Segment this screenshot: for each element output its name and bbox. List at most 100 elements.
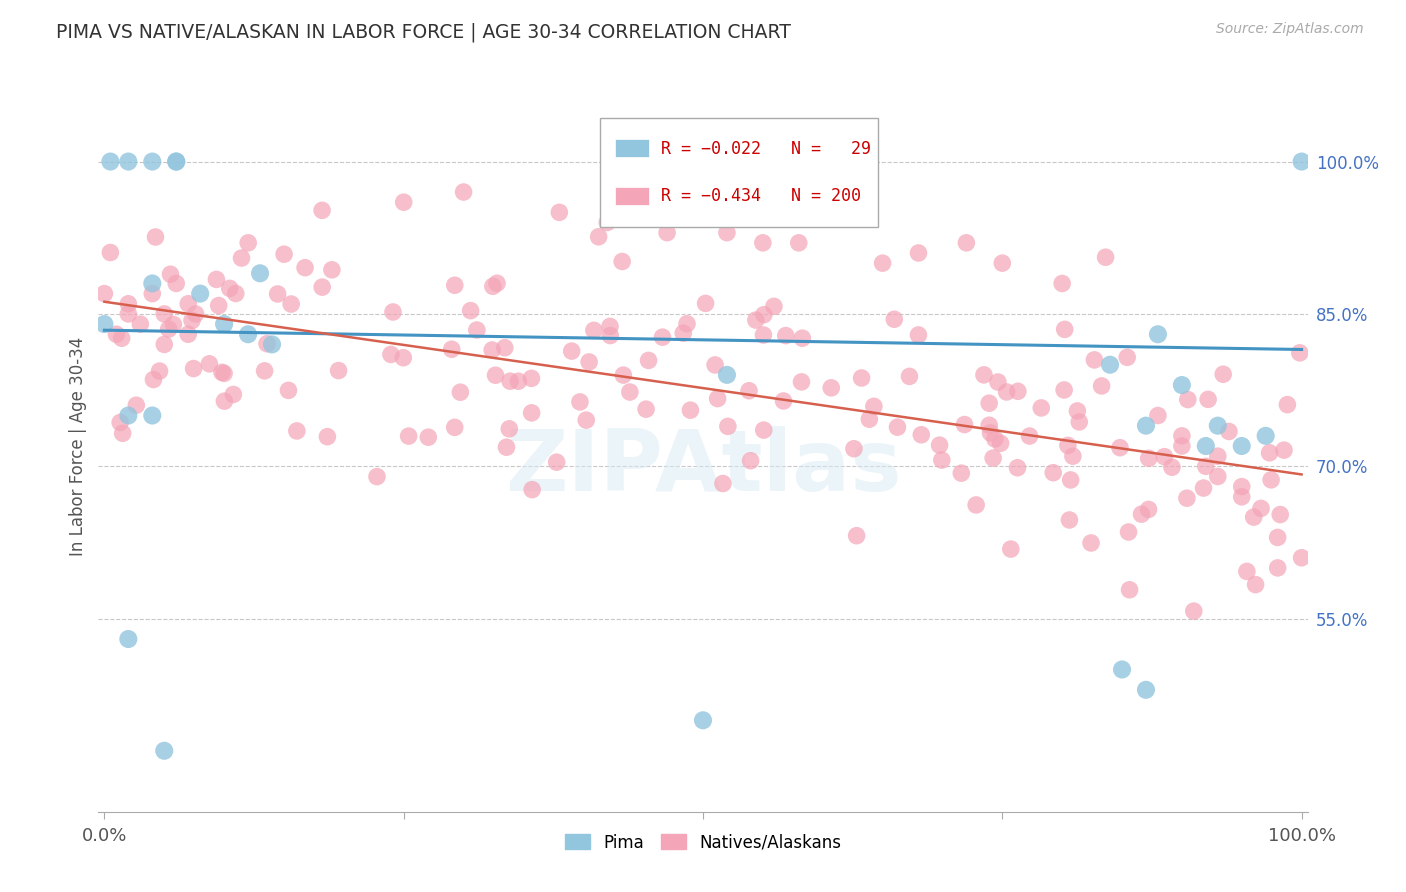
Point <box>762 299 785 313</box>
Point <box>117 154 139 169</box>
Point <box>198 357 221 371</box>
Point <box>1195 459 1218 474</box>
Point <box>222 387 245 401</box>
Point <box>1135 418 1157 433</box>
Point <box>588 229 610 244</box>
Point <box>717 419 740 434</box>
Point <box>311 203 333 218</box>
Text: ZIPAtlas: ZIPAtlas <box>505 426 901 509</box>
Point <box>1062 449 1084 463</box>
Point <box>910 427 932 442</box>
Point <box>1288 346 1310 360</box>
Point <box>1066 404 1088 418</box>
Point <box>637 353 659 368</box>
Point <box>1018 429 1040 443</box>
Point <box>1069 415 1091 429</box>
Point <box>1171 429 1194 443</box>
Point <box>162 318 184 332</box>
Point <box>692 714 714 728</box>
Point <box>398 429 420 443</box>
Point <box>987 375 1010 389</box>
Point <box>1243 510 1265 524</box>
Point <box>117 409 139 423</box>
Point <box>787 235 810 250</box>
Point <box>117 632 139 646</box>
Point <box>382 305 405 319</box>
Point <box>93 317 115 331</box>
Point <box>212 367 235 381</box>
Y-axis label: In Labor Force | Age 30-34: In Labor Force | Age 30-34 <box>69 336 87 556</box>
Point <box>208 299 231 313</box>
Point <box>619 385 641 400</box>
Point <box>142 372 165 386</box>
Point <box>321 262 343 277</box>
Point <box>1090 379 1112 393</box>
Point <box>1195 439 1218 453</box>
Point <box>851 371 873 385</box>
Point <box>1171 378 1194 392</box>
Point <box>440 343 463 357</box>
Point <box>129 317 152 331</box>
Point <box>1137 451 1160 466</box>
Point <box>1175 491 1198 506</box>
Point <box>225 286 247 301</box>
Point <box>188 286 211 301</box>
Point <box>695 296 717 310</box>
Point <box>792 331 814 345</box>
Point <box>599 328 621 343</box>
Point <box>1137 502 1160 516</box>
Point <box>1083 352 1105 367</box>
Point <box>141 409 163 423</box>
Point <box>177 327 200 342</box>
Point <box>775 328 797 343</box>
Point <box>1031 401 1053 415</box>
Point <box>706 392 728 406</box>
Point <box>1099 358 1122 372</box>
Point <box>453 185 475 199</box>
Point <box>253 364 276 378</box>
Point <box>498 422 520 436</box>
Point <box>955 235 977 250</box>
Point <box>165 277 187 291</box>
Point <box>1007 384 1029 399</box>
Point <box>1171 439 1194 453</box>
Point <box>485 277 508 291</box>
Point <box>1250 501 1272 516</box>
Point <box>266 287 288 301</box>
Point <box>1206 469 1229 483</box>
Point <box>711 476 734 491</box>
Point <box>111 331 134 345</box>
Point <box>443 420 465 434</box>
Point <box>141 154 163 169</box>
Point <box>981 451 1004 466</box>
Point <box>1244 577 1267 591</box>
Point <box>1260 473 1282 487</box>
Point <box>752 308 775 322</box>
Point <box>105 327 128 342</box>
Point <box>752 328 775 343</box>
Point <box>1218 425 1240 439</box>
Point <box>214 394 236 409</box>
Point <box>704 358 727 372</box>
FancyBboxPatch shape <box>614 186 648 205</box>
Point <box>1042 466 1064 480</box>
Point <box>311 280 333 294</box>
Point <box>979 418 1001 433</box>
Point <box>1147 409 1170 423</box>
Point <box>100 154 122 169</box>
Point <box>578 355 600 369</box>
Point <box>582 323 605 337</box>
Point <box>1007 460 1029 475</box>
Point <box>738 384 761 398</box>
Point <box>1147 327 1170 342</box>
Point <box>249 266 271 280</box>
FancyBboxPatch shape <box>600 119 879 227</box>
Point <box>979 396 1001 410</box>
Point <box>1116 351 1139 365</box>
Point <box>392 351 415 365</box>
Point <box>153 337 176 351</box>
Point <box>1118 582 1140 597</box>
Point <box>1230 490 1253 504</box>
Point <box>1000 542 1022 557</box>
Point <box>979 425 1001 440</box>
